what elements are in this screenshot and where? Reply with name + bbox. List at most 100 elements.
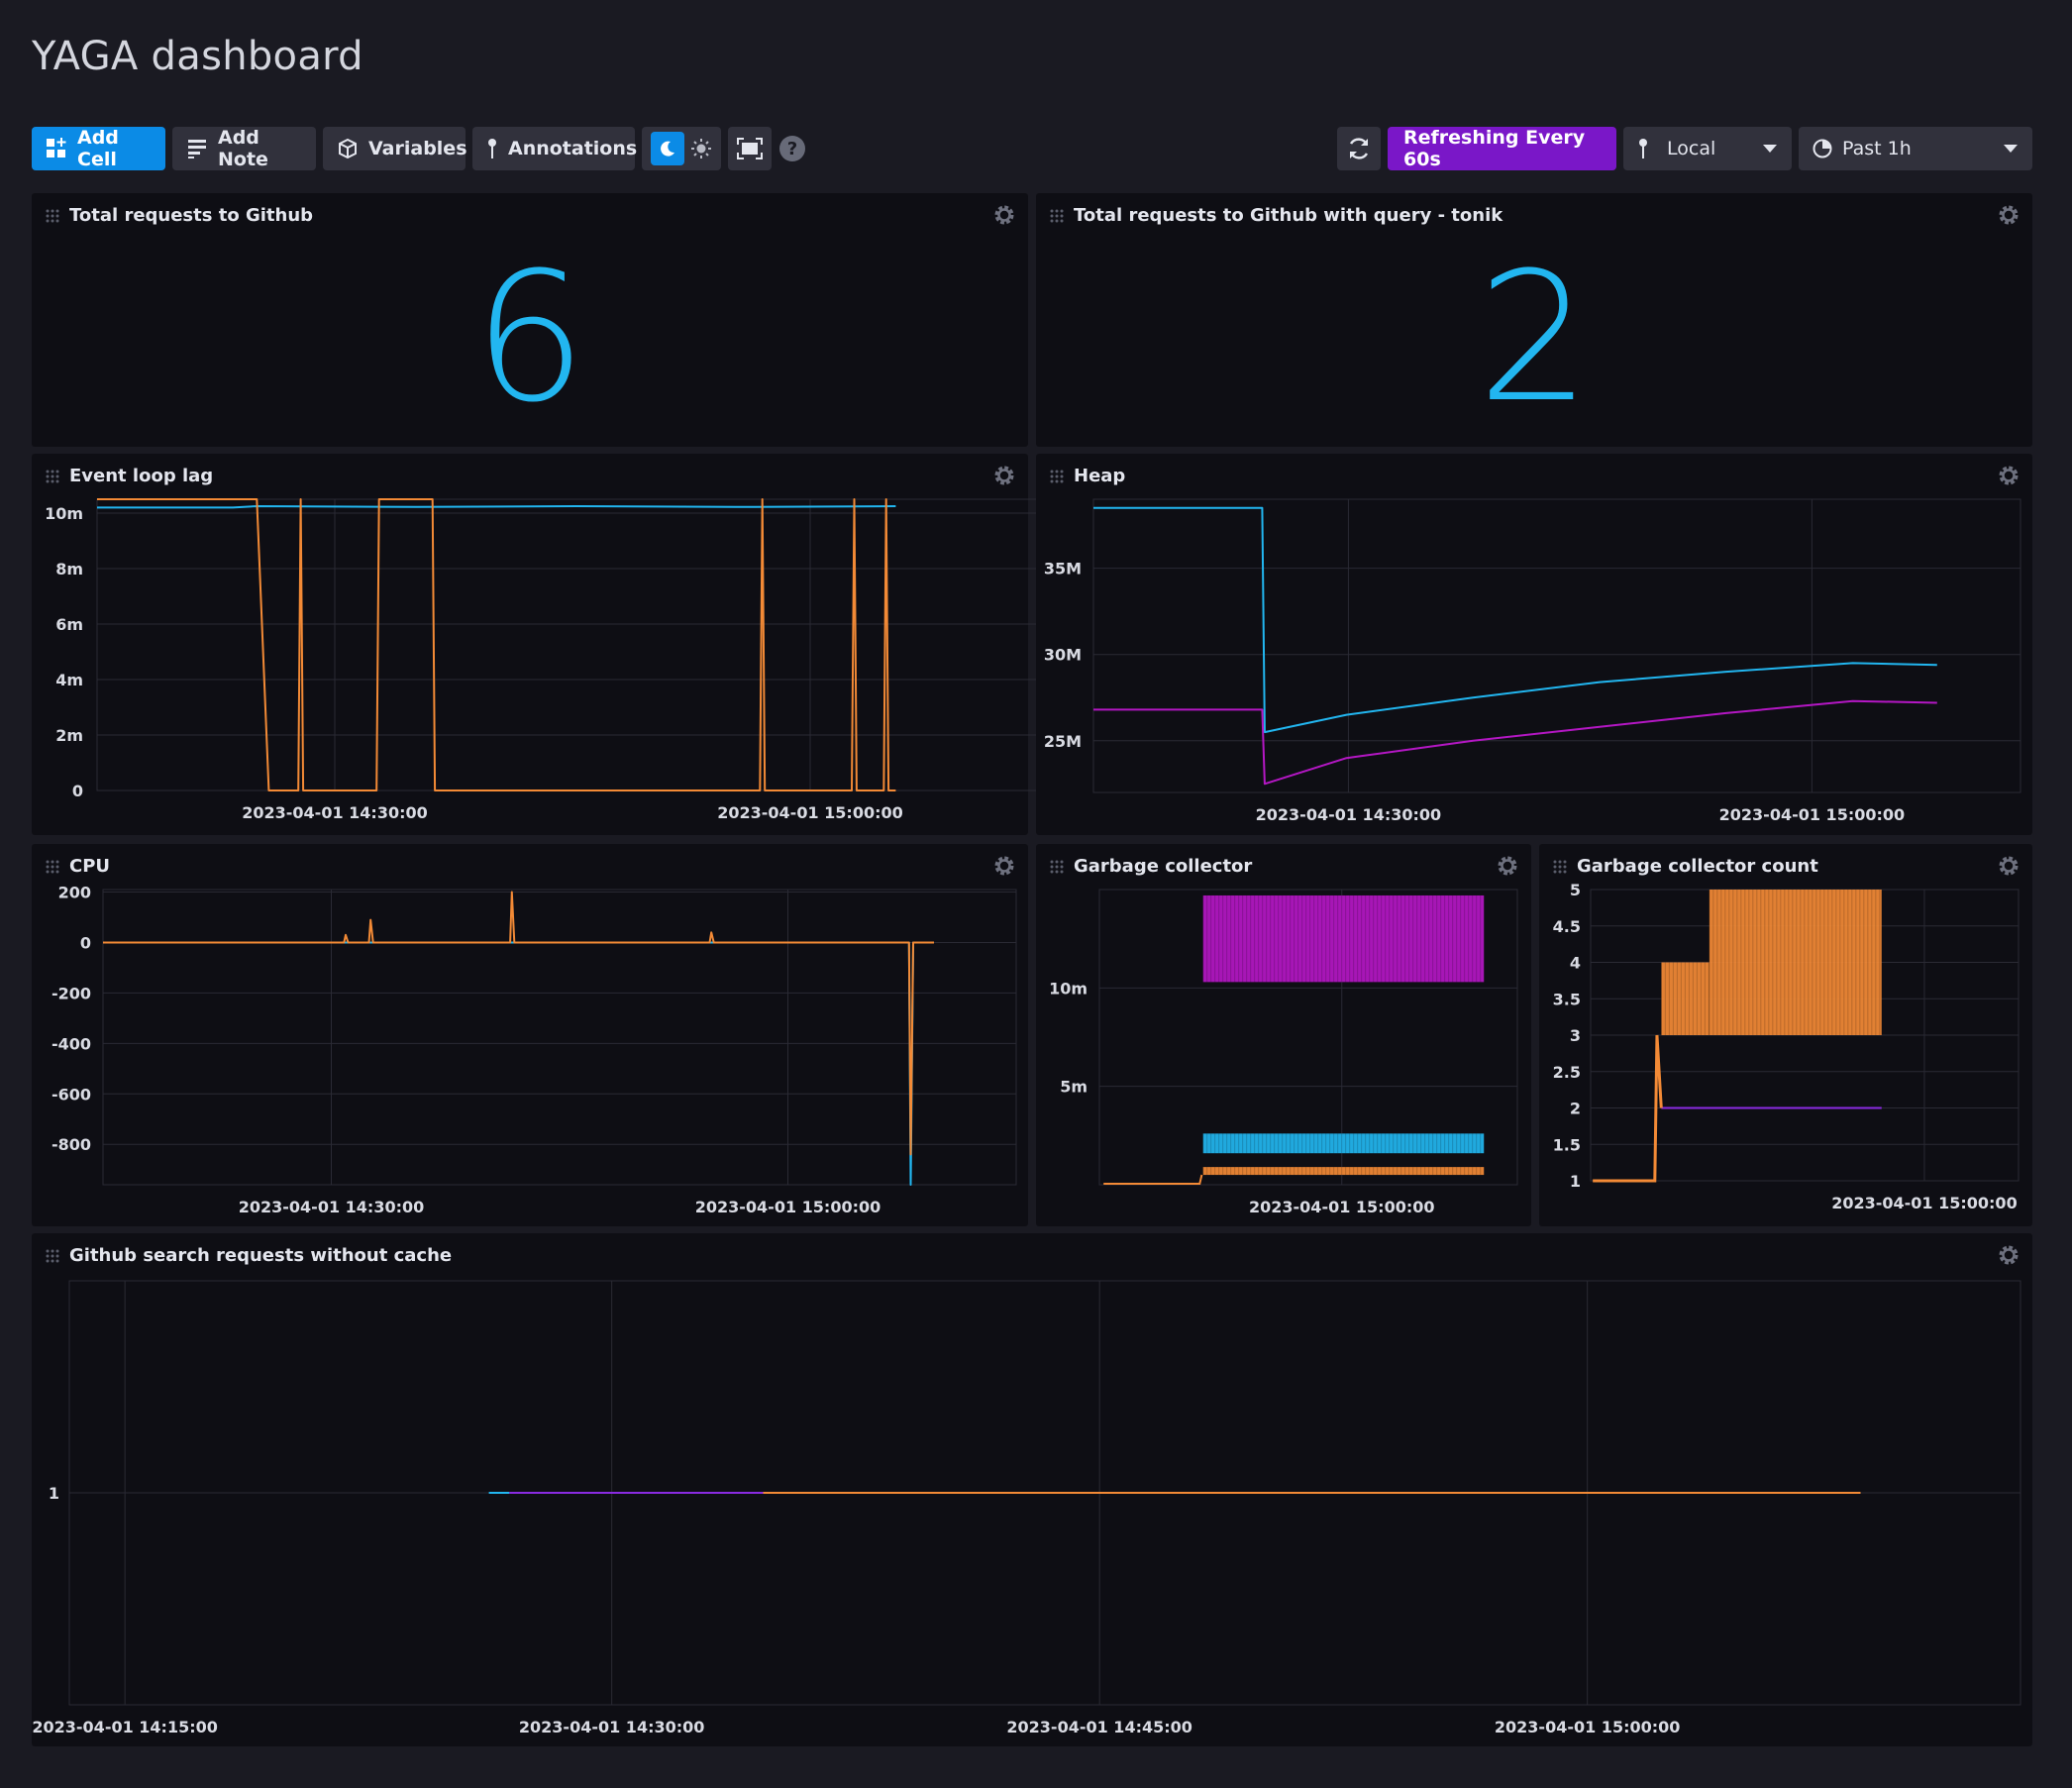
series-line — [1103, 1174, 1203, 1185]
cell-garbage-collector: Garbage collector 5m 10m 2023-04-01 15:00:… — [1036, 844, 1531, 1226]
y-tick-label: 3.5 — [1553, 990, 1581, 1008]
x-tick-label: 2023-04-01 14:45:00 — [1006, 1718, 1192, 1736]
plot-area — [96, 498, 1049, 791]
cpu-chart[interactable]: -800 -600 -400 -200 0 200 2023-04-01 14:30:00 2… — [32, 844, 1028, 1226]
dark-theme-option[interactable] — [651, 132, 684, 165]
github-search-chart[interactable]: 1 2023-04-01 14:15:00 2023-04-01 14:30:00 2… — [32, 1233, 2032, 1746]
y-tick-label: 5m — [1060, 1078, 1088, 1097]
time-range-label: Past 1h — [1842, 138, 1912, 159]
heap-chart[interactable]: 25M 30M 35M 2023-04-01 14:30:00 2023-04-01 1… — [1036, 454, 2032, 835]
series-line — [97, 498, 896, 791]
y-tick-label: 8m — [55, 560, 83, 578]
expand-icon — [737, 138, 763, 159]
y-tick-label: -600 — [52, 1085, 91, 1104]
y-tick-label: 1 — [1570, 1172, 1581, 1191]
garbage-collector-chart[interactable]: 5m 10m 2023-04-01 15:00:00 — [1036, 844, 1531, 1226]
presentation-mode-button[interactable] — [728, 127, 772, 170]
x-tick-label: 2023-04-01 14:30:00 — [239, 1198, 425, 1216]
cube-icon — [339, 138, 357, 159]
plot-area — [1092, 498, 2021, 793]
add-note-label: Add Note — [218, 127, 268, 170]
gear-icon[interactable] — [992, 464, 1016, 487]
x-tick-label: 2023-04-01 15:00:00 — [1831, 1194, 2018, 1212]
series-line — [103, 891, 934, 1156]
gear-icon[interactable] — [1997, 464, 2020, 487]
drag-handle-icon[interactable] — [1050, 470, 1064, 483]
cell-title: Garbage collector count — [1577, 856, 1818, 877]
y-tick-label: 6m — [55, 615, 83, 634]
x-tick-label: 2023-04-01 15:00:00 — [1719, 805, 1906, 824]
svg-text:?: ? — [787, 139, 797, 159]
y-tick-label: 2m — [55, 726, 83, 745]
single-stat-value: 6 — [472, 235, 587, 442]
y-tick-label: 5 — [1570, 881, 1581, 899]
y-tick-label: 2.5 — [1553, 1063, 1581, 1082]
add-note-button[interactable]: Add Note — [172, 127, 316, 170]
cell-cpu: CPU -800 -600 -400 -200 0 200 2023-04-01 14:30… — [32, 844, 1028, 1226]
drag-handle-icon[interactable] — [1050, 209, 1064, 223]
drag-handle-icon[interactable] — [46, 209, 59, 223]
series-band — [1202, 1167, 1485, 1176]
add-cell-icon — [47, 138, 66, 158]
drag-handle-icon[interactable] — [46, 1249, 59, 1263]
time-range-dropdown[interactable]: Past 1h — [1799, 127, 2032, 170]
series-line — [103, 941, 934, 1186]
y-tick-label: -200 — [52, 984, 91, 1002]
gear-icon[interactable] — [1997, 203, 2020, 227]
cell-event-loop-lag: Event loop lag 0 2m 4m 6m 8m 10m 2023-04-01 14… — [32, 454, 1049, 835]
cell-title: Github search requests without cache — [69, 1245, 453, 1266]
x-tick-label: 2023-04-01 15:00:00 — [717, 803, 903, 822]
x-tick-label: 2023-04-01 14:30:00 — [519, 1718, 705, 1736]
cell-title: Total requests to Github — [69, 205, 314, 226]
variables-button[interactable]: Variables — [323, 127, 467, 170]
x-tick-label: 2023-04-01 14:30:00 — [242, 803, 428, 822]
gear-icon[interactable] — [992, 203, 1016, 227]
cell-title: Total requests to Github with query - to… — [1074, 205, 1503, 226]
series-line — [1093, 699, 1937, 786]
y-tick-label: 10m — [45, 504, 83, 523]
series-band — [1202, 1133, 1485, 1154]
gear-icon[interactable] — [1997, 1243, 2020, 1267]
y-tick-label: -400 — [52, 1034, 91, 1053]
cell-title: Event loop lag — [69, 466, 214, 486]
drag-handle-icon[interactable] — [1050, 860, 1064, 874]
auto-refresh-dropdown[interactable]: Refreshing Every 60s — [1388, 127, 1616, 170]
y-tick-label: 30M — [1044, 646, 1082, 665]
y-tick-label: -800 — [52, 1135, 91, 1154]
auto-refresh-label: Refreshing Every 60s — [1403, 127, 1586, 170]
help-icon[interactable]: ? — [778, 135, 806, 162]
y-tick-label: 0 — [72, 782, 83, 800]
series-band — [1202, 894, 1485, 983]
event-loop-lag-chart[interactable]: 0 2m 4m 6m 8m 10m 2023-04-01 14:30:00 2023-04-0… — [32, 454, 1049, 835]
gear-icon[interactable] — [1997, 854, 2020, 878]
y-tick-label: 25M — [1044, 732, 1082, 751]
theme-toggle[interactable] — [642, 127, 721, 170]
cell-title: Garbage collector — [1074, 856, 1253, 877]
annotations-label: Annotations — [508, 138, 638, 159]
y-tick-label: 200 — [58, 884, 91, 902]
gear-icon[interactable] — [992, 854, 1016, 878]
clock-icon — [1813, 139, 1832, 158]
y-tick-label: 10m — [1049, 979, 1088, 998]
add-cell-button[interactable]: Add Cell — [32, 127, 165, 170]
sun-icon[interactable] — [690, 138, 712, 159]
garbage-collector-count-chart[interactable]: 1 1.5 2 2.5 3 3.5 4 4.5 5 2023-04-01 15:00:00 — [1539, 844, 2032, 1226]
plot-area — [102, 889, 1017, 1186]
series-line — [97, 505, 896, 509]
timezone-dropdown[interactable]: Local — [1623, 127, 1792, 170]
refresh-button[interactable] — [1337, 127, 1381, 170]
y-tick-label: 0 — [80, 933, 91, 952]
y-tick-label: 3 — [1570, 1026, 1581, 1045]
gear-icon[interactable] — [1496, 854, 1519, 878]
chevron-down-icon — [2004, 145, 2018, 153]
cell-total-requests: Total requests to Github 6 — [32, 193, 1028, 447]
x-tick-label: 2023-04-01 14:30:00 — [1256, 805, 1442, 824]
drag-handle-icon[interactable] — [1553, 860, 1567, 874]
annotations-button[interactable]: Annotations — [472, 127, 638, 170]
cell-heap: Heap 25M 30M 35M 2023-04-01 14:30:00 2023-04… — [1036, 454, 2032, 835]
cell-garbage-collector-count: Garbage collector count 1 1.5 2 2.5 3 3.5 4 4.5… — [1539, 844, 2032, 1226]
drag-handle-icon[interactable] — [46, 860, 59, 874]
y-tick-label: 35M — [1044, 560, 1082, 578]
drag-handle-icon[interactable] — [46, 470, 59, 483]
series-line — [1093, 506, 1937, 734]
